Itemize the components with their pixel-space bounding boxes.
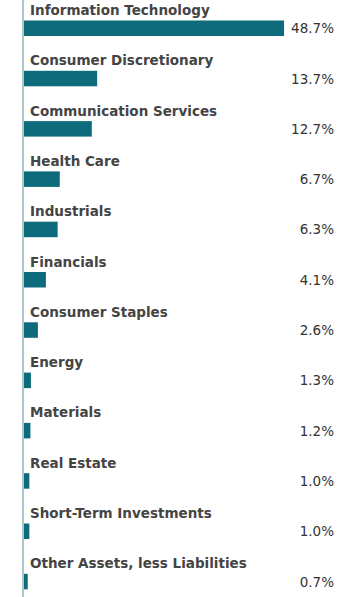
category-label: Real Estate <box>30 455 116 471</box>
data-label: 1.0% <box>300 523 334 539</box>
bar <box>24 71 97 87</box>
category-label: Consumer Discretionary <box>30 52 213 68</box>
data-label: 1.3% <box>300 372 334 388</box>
category-label: Information Technology <box>30 2 210 18</box>
data-label: 0.7% <box>300 574 334 590</box>
bar <box>24 121 92 137</box>
bar <box>24 322 38 338</box>
data-label: 6.7% <box>300 171 334 187</box>
data-label: 48.7% <box>291 20 334 36</box>
data-label: 1.0% <box>300 473 334 489</box>
category-label: Short-Term Investments <box>30 505 212 521</box>
category-label: Consumer Staples <box>30 304 168 320</box>
category-label: Materials <box>30 404 101 420</box>
bar <box>24 222 58 238</box>
bar <box>24 171 60 187</box>
bar <box>24 272 46 288</box>
category-label: Industrials <box>30 203 111 219</box>
data-label: 12.7% <box>291 121 334 137</box>
bars <box>24 21 284 590</box>
category-label: Energy <box>30 354 83 370</box>
category-label: Health Care <box>30 153 120 169</box>
data-label: 1.2% <box>300 423 334 439</box>
bar <box>24 574 28 590</box>
data-label: 6.3% <box>300 221 334 237</box>
data-label: 2.6% <box>300 322 334 338</box>
bar <box>24 373 31 389</box>
bar <box>24 21 284 37</box>
axis-line <box>23 0 24 597</box>
bar <box>24 473 29 489</box>
category-label: Financials <box>30 254 107 270</box>
category-label: Communication Services <box>30 103 217 119</box>
bar <box>24 524 29 540</box>
category-label: Other Assets, less Liabilities <box>30 555 247 571</box>
bar <box>24 423 30 439</box>
chart: Information Technology 48.7% Consumer Disc… <box>0 0 360 597</box>
data-label: 13.7% <box>291 71 334 87</box>
data-label: 4.1% <box>300 272 334 288</box>
